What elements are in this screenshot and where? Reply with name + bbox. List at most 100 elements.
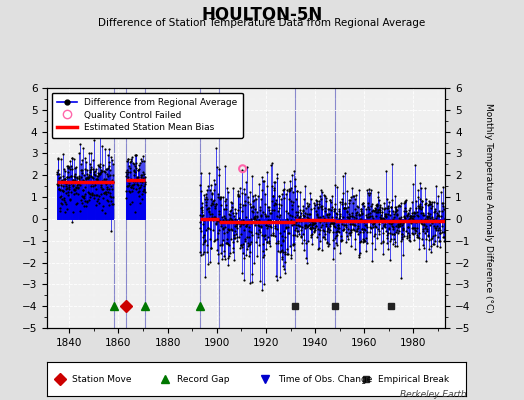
Point — [440, 229, 448, 235]
Point — [407, 213, 415, 220]
Point — [55, 175, 63, 181]
Point — [405, 232, 413, 238]
Point — [417, 185, 425, 191]
Point — [393, 210, 401, 217]
Point — [371, 246, 379, 252]
Point — [379, 223, 388, 229]
Point — [140, 183, 148, 189]
Point — [341, 201, 349, 207]
Point — [94, 162, 103, 169]
Point — [379, 230, 387, 236]
Point — [414, 205, 423, 211]
Point — [223, 240, 231, 246]
Point — [250, 222, 259, 228]
Point — [251, 214, 259, 221]
Point — [293, 188, 301, 194]
Point — [233, 238, 242, 244]
Point — [235, 201, 244, 208]
Point — [198, 200, 206, 206]
Point — [292, 196, 300, 202]
Point — [85, 197, 94, 203]
Point — [122, 188, 130, 194]
Point — [200, 232, 209, 239]
Point — [56, 205, 64, 211]
Point — [220, 212, 228, 219]
Point — [209, 227, 217, 233]
Point — [320, 235, 329, 242]
Point — [103, 184, 112, 190]
Point — [134, 174, 142, 180]
Point — [389, 224, 398, 230]
Point — [328, 218, 336, 225]
Point — [220, 206, 228, 212]
Point — [326, 220, 335, 227]
Point — [330, 182, 339, 188]
Point — [90, 169, 98, 176]
Point — [294, 228, 302, 234]
Point — [97, 167, 105, 174]
Point — [377, 215, 385, 222]
Point — [333, 228, 342, 234]
Point — [215, 216, 223, 223]
Point — [56, 174, 64, 180]
Point — [201, 274, 210, 280]
Point — [245, 227, 253, 234]
Point — [437, 213, 445, 219]
Point — [95, 193, 103, 199]
Point — [368, 201, 376, 207]
Point — [431, 225, 439, 231]
Point — [344, 236, 352, 242]
Point — [107, 182, 115, 189]
Point — [131, 209, 139, 215]
Point — [236, 242, 245, 248]
Point — [221, 162, 229, 169]
Point — [125, 182, 133, 188]
Point — [426, 201, 434, 207]
Point — [92, 175, 101, 182]
Point — [399, 225, 407, 232]
Point — [127, 182, 136, 188]
Point — [247, 216, 256, 222]
Point — [300, 222, 309, 229]
Point — [320, 215, 328, 221]
Point — [298, 216, 306, 222]
Point — [68, 166, 77, 172]
Point — [405, 234, 413, 240]
Point — [208, 211, 216, 217]
Point — [241, 238, 249, 244]
Point — [378, 251, 387, 258]
Point — [338, 199, 346, 206]
Point — [312, 211, 321, 218]
Point — [385, 225, 394, 231]
Point — [57, 200, 65, 206]
Point — [296, 189, 304, 196]
Point — [212, 221, 220, 227]
Point — [123, 158, 131, 165]
Text: Record Gap: Record Gap — [177, 374, 230, 384]
Point — [297, 210, 305, 216]
Point — [367, 186, 375, 193]
Point — [283, 218, 292, 225]
Point — [65, 186, 73, 192]
Point — [303, 211, 312, 217]
Point — [439, 202, 447, 209]
Point — [139, 169, 148, 176]
Point — [346, 228, 355, 235]
Point — [271, 218, 280, 224]
Point — [277, 196, 285, 202]
Point — [99, 162, 107, 168]
Point — [396, 223, 404, 229]
Point — [131, 177, 139, 184]
Point — [99, 186, 107, 192]
Point — [421, 184, 430, 191]
Point — [226, 208, 235, 214]
Point — [351, 236, 359, 242]
Point — [95, 171, 103, 177]
Point — [71, 187, 79, 193]
Point — [270, 186, 278, 193]
Point — [227, 226, 235, 232]
Point — [436, 189, 445, 196]
Point — [239, 217, 248, 223]
Point — [126, 159, 134, 165]
Point — [393, 212, 401, 218]
